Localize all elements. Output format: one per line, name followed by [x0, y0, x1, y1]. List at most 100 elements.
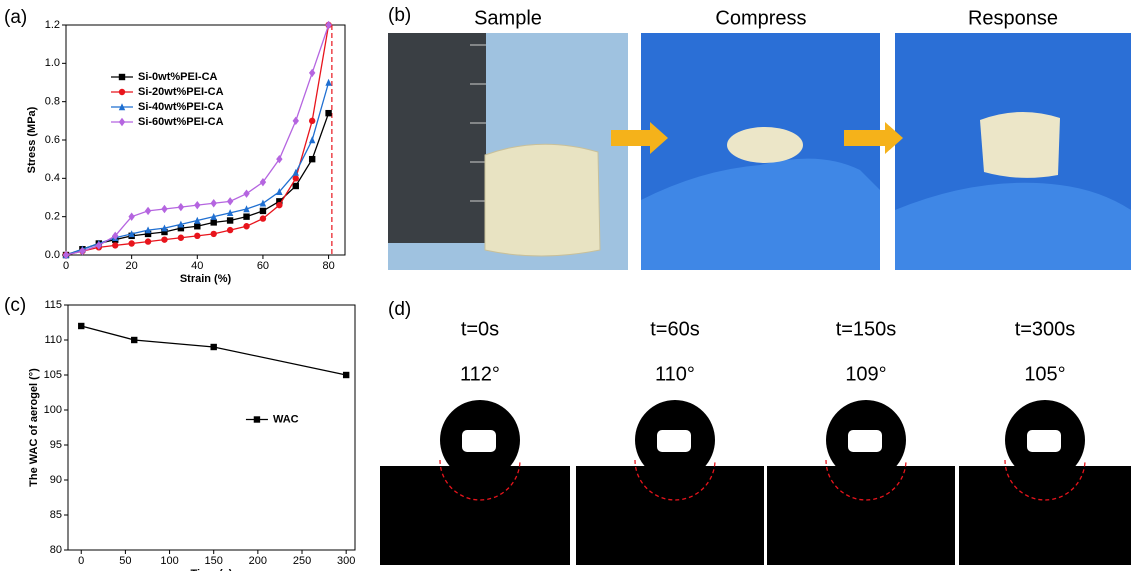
y-axis-label: Stress (MPa): [26, 106, 38, 173]
legend-label: Si-0wt%PEI-CA: [138, 71, 218, 83]
legend-marker: [254, 416, 260, 422]
marker: [243, 213, 249, 219]
marker: [260, 200, 266, 207]
x-tick-label: 150: [205, 555, 223, 567]
marker: [128, 240, 134, 246]
x-tick-label: 100: [160, 555, 178, 567]
marker: [145, 238, 151, 244]
photo-caption: Sample: [474, 7, 542, 29]
x-tick-label: 20: [126, 260, 138, 272]
marker: [243, 223, 249, 229]
marker: [161, 205, 167, 213]
droplet-highlight: [1027, 430, 1061, 452]
y-tick-label: 80: [50, 544, 62, 556]
y-tick-label: 115: [44, 299, 62, 311]
legend-label: Si-60wt%PEI-CA: [138, 116, 224, 128]
y-tick-label: 0.8: [45, 96, 60, 108]
marker: [145, 207, 151, 215]
panel-label: (c): [4, 295, 26, 316]
y-tick-label: 90: [50, 474, 62, 486]
marker: [276, 202, 282, 208]
x-axis-label: Strain (%): [180, 273, 232, 285]
marker: [194, 201, 200, 209]
marker: [78, 323, 84, 329]
x-tick-label: 60: [257, 260, 269, 272]
plot-frame: [68, 305, 355, 550]
frame-angle: 112°: [460, 363, 500, 385]
y-tick-label: 1.0: [45, 57, 60, 69]
x-tick-label: 200: [249, 555, 267, 567]
y-tick-label: 1.2: [45, 19, 60, 31]
legend-marker: [119, 118, 125, 126]
y-tick-label: 0.0: [45, 249, 60, 261]
photo-response: [844, 33, 1131, 270]
photo-caption: Response: [968, 7, 1058, 29]
marker: [293, 183, 299, 189]
marker: [260, 208, 266, 214]
series-line: [81, 326, 346, 375]
photo-compress: [611, 33, 880, 270]
figure: (a) 0.0 0.2 0.4 0.6 0.8 1.0 1.2 0 20 40 60 80 Strain …: [0, 0, 1131, 571]
marker: [161, 236, 167, 242]
frame-time: t=0s: [461, 318, 499, 340]
y-tick-label: 0.2: [45, 211, 60, 223]
substrate: [959, 466, 1131, 565]
plot-frame: [66, 25, 345, 255]
photo-caption: Compress: [715, 7, 806, 29]
marker: [227, 217, 233, 223]
marker: [260, 215, 266, 221]
x-tick-label: 0: [78, 555, 84, 567]
marker: [211, 199, 217, 207]
marker: [325, 21, 331, 29]
marker: [178, 203, 184, 211]
photo-sample: [388, 33, 628, 270]
panel-label: (a): [4, 7, 27, 28]
substrate: [576, 466, 764, 565]
x-tick-label: 50: [119, 555, 131, 567]
x-tick-label: 80: [322, 260, 334, 272]
x-tick-label: 300: [337, 555, 355, 567]
marker: [211, 219, 217, 225]
legend-label: Si-40wt%PEI-CA: [138, 101, 224, 113]
marker: [211, 231, 217, 237]
legend-marker: [119, 89, 125, 95]
marker: [309, 136, 315, 143]
y-tick-label: 105: [44, 369, 62, 381]
legend-label: WAC: [273, 413, 299, 425]
frame-time: t=60s: [650, 318, 699, 340]
legend-label: Si-20wt%PEI-CA: [138, 86, 224, 98]
droplet-highlight: [848, 430, 882, 452]
y-axis-label: The WAC of aerogel (°): [28, 368, 40, 487]
x-tick-label: 250: [293, 555, 311, 567]
marker: [309, 69, 315, 77]
y-tick-label: 110: [44, 334, 62, 346]
marker: [343, 372, 349, 378]
frame-angle: 109°: [845, 363, 886, 385]
substrate: [380, 466, 570, 565]
marker: [325, 110, 331, 116]
frame-time: t=150s: [836, 318, 897, 340]
frame-angle: 105°: [1024, 363, 1065, 385]
marker: [293, 117, 299, 125]
marker: [309, 156, 315, 162]
y-tick-label: 0.4: [45, 172, 60, 184]
panel-label: (b): [388, 5, 411, 26]
x-tick-label: 0: [63, 260, 69, 272]
marker: [243, 189, 249, 197]
legend-marker: [119, 74, 125, 80]
y-tick-label: 0.6: [45, 134, 60, 146]
frame-angle: 110°: [655, 363, 695, 385]
frame-time: t=300s: [1015, 318, 1076, 340]
x-tick-label: 40: [191, 260, 203, 272]
droplet-highlight: [462, 430, 496, 452]
marker: [194, 233, 200, 239]
panel-label: (d): [388, 299, 411, 320]
marker: [325, 79, 331, 86]
droplet-highlight: [657, 430, 691, 452]
y-tick-label: 100: [44, 404, 62, 416]
marker: [211, 344, 217, 350]
marker: [178, 235, 184, 241]
marker: [227, 197, 233, 205]
marker: [194, 223, 200, 229]
marker: [227, 227, 233, 233]
